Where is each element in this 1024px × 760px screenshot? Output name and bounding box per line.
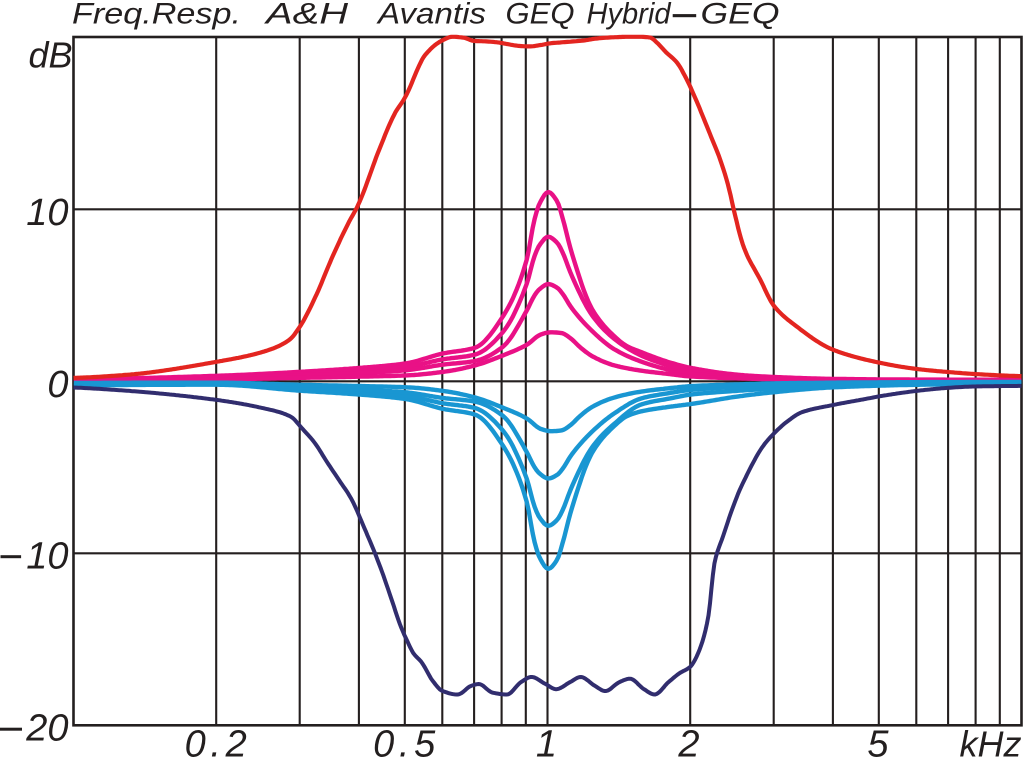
- svg-text:20: 20: [25, 708, 68, 750]
- svg-text:0: 0: [47, 364, 68, 406]
- svg-text:0.2: 0.2: [185, 724, 252, 760]
- svg-text:Hybrid: Hybrid: [587, 0, 672, 31]
- svg-text:5: 5: [867, 724, 889, 760]
- svg-text:A&H: A&H: [263, 0, 348, 31]
- svg-text:10: 10: [26, 536, 68, 578]
- svg-text:10: 10: [26, 192, 68, 234]
- svg-text:2: 2: [677, 724, 699, 760]
- svg-text:1: 1: [536, 724, 557, 760]
- svg-text:dB: dB: [29, 35, 73, 76]
- svg-text:GEQ: GEQ: [506, 0, 575, 31]
- svg-text:Freq.Resp.: Freq.Resp.: [72, 0, 241, 31]
- svg-text:GEQ: GEQ: [701, 0, 780, 31]
- svg-text:0.5: 0.5: [373, 724, 440, 760]
- svg-text:kHz: kHz: [960, 724, 1022, 760]
- svg-text:Avantis: Avantis: [376, 0, 486, 31]
